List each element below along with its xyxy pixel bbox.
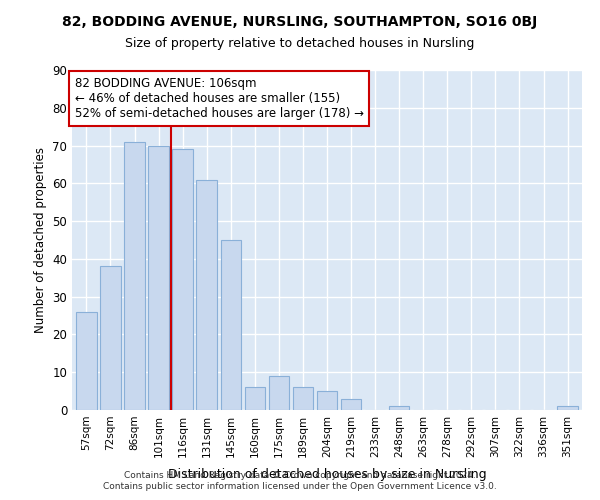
Bar	[245, 388, 265, 410]
Text: Size of property relative to detached houses in Nursling: Size of property relative to detached ho…	[125, 38, 475, 51]
Bar	[196, 180, 217, 410]
Y-axis label: Number of detached properties: Number of detached properties	[34, 147, 47, 333]
Bar	[76, 312, 97, 410]
Bar	[172, 150, 193, 410]
Bar	[221, 240, 241, 410]
Bar	[148, 146, 169, 410]
Text: Contains HM Land Registry data © Crown copyright and database right 2024.: Contains HM Land Registry data © Crown c…	[124, 471, 476, 480]
Bar	[100, 266, 121, 410]
Text: 82, BODDING AVENUE, NURSLING, SOUTHAMPTON, SO16 0BJ: 82, BODDING AVENUE, NURSLING, SOUTHAMPTO…	[62, 15, 538, 29]
Text: 82 BODDING AVENUE: 106sqm
← 46% of detached houses are smaller (155)
52% of semi: 82 BODDING AVENUE: 106sqm ← 46% of detac…	[74, 77, 364, 120]
Bar	[389, 406, 409, 410]
Bar	[341, 398, 361, 410]
Text: Contains public sector information licensed under the Open Government Licence v3: Contains public sector information licen…	[103, 482, 497, 491]
Bar	[269, 376, 289, 410]
X-axis label: Distribution of detached houses by size in Nursling: Distribution of detached houses by size …	[167, 468, 487, 481]
Bar	[293, 388, 313, 410]
Bar	[124, 142, 145, 410]
Bar	[557, 406, 578, 410]
Bar	[317, 391, 337, 410]
